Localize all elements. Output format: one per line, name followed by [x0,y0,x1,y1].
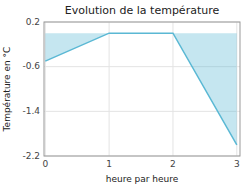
chart: 0.2 -0.6 -1.4 -2.20 1 2 3 Evolution de la tempé… [0,0,250,188]
y-axis-label: Température en °C [2,47,12,133]
x-grid-line [109,22,110,156]
plot-background [44,22,240,156]
x-tick-label: 3 [234,159,240,169]
data-layer [45,33,237,145]
y-tick-label: -0.6 [22,61,40,71]
x-tick-label: 1 [106,159,112,169]
x-tick-label: 2 [170,159,176,169]
y-grid-line [44,111,240,112]
chart-container: 0.2 -0.6 -1.4 -2.20 1 2 3 Evolution de la tempé… [0,0,250,188]
area [45,33,237,145]
line [45,33,237,145]
x-tick-label: 0 [42,159,48,169]
x-grid-line [172,22,173,156]
y-tick-label: 0.2 [26,17,40,27]
plot-frame [44,22,240,156]
grid [44,22,240,156]
y-tick-label: -2.2 [22,151,40,161]
x-axis-label: heure par heure [106,174,179,184]
y-tick-label: -1.4 [22,106,40,116]
title: Evolution de la température [65,4,220,17]
